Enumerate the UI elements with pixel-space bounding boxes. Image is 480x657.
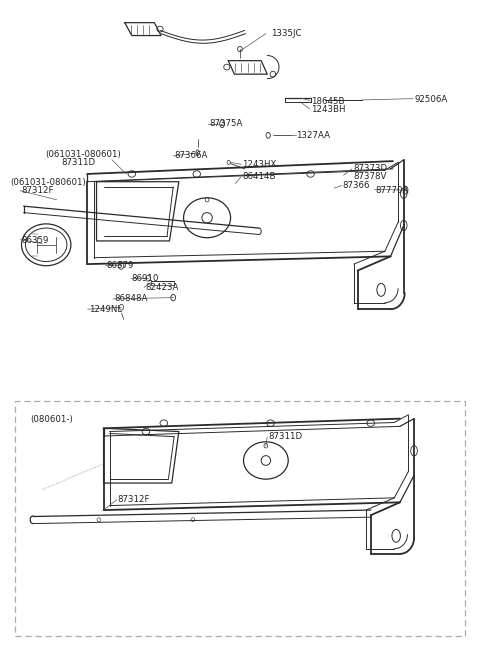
Text: 1249NL: 1249NL xyxy=(88,305,121,313)
Text: (061031-080601): (061031-080601) xyxy=(45,150,120,159)
Text: 87378V: 87378V xyxy=(353,172,386,181)
Text: 87312F: 87312F xyxy=(21,186,54,195)
Text: 87311D: 87311D xyxy=(268,432,302,441)
Text: 1335JC: 1335JC xyxy=(271,29,301,38)
Text: 82423A: 82423A xyxy=(145,283,179,292)
Text: 87366A: 87366A xyxy=(174,152,207,160)
Text: 1327AA: 1327AA xyxy=(297,131,330,140)
Text: 87312F: 87312F xyxy=(118,495,150,505)
Text: 86379: 86379 xyxy=(106,261,133,270)
Text: 87373D: 87373D xyxy=(353,164,387,173)
Text: 87375A: 87375A xyxy=(209,120,243,128)
Text: 92506A: 92506A xyxy=(414,95,447,104)
Text: 87311D: 87311D xyxy=(61,158,96,167)
Text: 86359: 86359 xyxy=(21,237,48,246)
Text: 86848A: 86848A xyxy=(114,294,147,304)
Text: 87770A: 87770A xyxy=(375,186,409,195)
Text: (061031-080601): (061031-080601) xyxy=(11,179,86,187)
Text: (080601-): (080601-) xyxy=(31,415,73,424)
Text: 1243BH: 1243BH xyxy=(311,105,345,114)
Text: 87366: 87366 xyxy=(343,181,370,190)
Text: 86910: 86910 xyxy=(132,274,159,283)
Text: 86414B: 86414B xyxy=(242,172,276,181)
Text: 18645B: 18645B xyxy=(311,97,344,106)
Text: 1243HX: 1243HX xyxy=(242,160,277,169)
